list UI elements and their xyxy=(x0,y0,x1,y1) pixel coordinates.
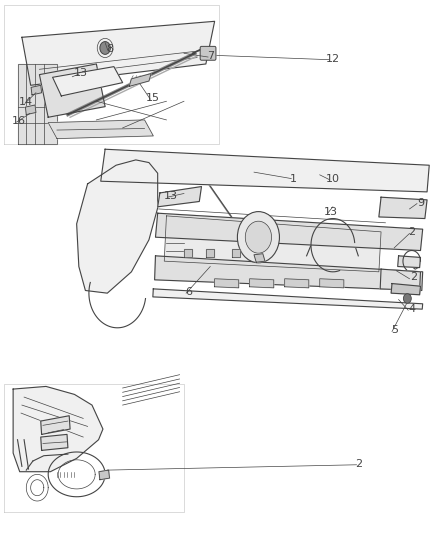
Polygon shape xyxy=(391,284,420,295)
Polygon shape xyxy=(77,160,158,293)
Polygon shape xyxy=(155,256,423,290)
Polygon shape xyxy=(232,249,240,257)
Circle shape xyxy=(245,221,272,253)
Text: 5: 5 xyxy=(391,326,398,335)
Text: 9: 9 xyxy=(417,198,424,207)
Polygon shape xyxy=(153,289,423,309)
Polygon shape xyxy=(380,269,420,290)
Polygon shape xyxy=(22,21,215,85)
Polygon shape xyxy=(320,279,344,288)
Text: 4: 4 xyxy=(408,304,415,314)
Polygon shape xyxy=(41,434,68,450)
Text: 13: 13 xyxy=(164,191,178,200)
Text: 10: 10 xyxy=(326,174,340,183)
Text: 15: 15 xyxy=(145,93,159,103)
Polygon shape xyxy=(184,249,192,257)
Polygon shape xyxy=(101,149,429,192)
Polygon shape xyxy=(285,279,309,288)
Polygon shape xyxy=(215,279,239,288)
Text: 13: 13 xyxy=(74,68,88,78)
Polygon shape xyxy=(18,64,57,144)
Text: 7: 7 xyxy=(207,51,214,61)
Text: 2: 2 xyxy=(408,227,415,237)
Polygon shape xyxy=(158,187,201,207)
Text: 13: 13 xyxy=(324,207,338,216)
Polygon shape xyxy=(39,64,105,117)
Text: 2: 2 xyxy=(410,272,417,282)
Circle shape xyxy=(403,294,411,303)
Polygon shape xyxy=(206,249,214,257)
Polygon shape xyxy=(31,85,42,95)
Text: 1: 1 xyxy=(290,174,297,183)
Text: 8: 8 xyxy=(106,44,113,54)
Polygon shape xyxy=(155,213,423,251)
Polygon shape xyxy=(164,216,381,272)
Circle shape xyxy=(237,212,279,263)
Text: 16: 16 xyxy=(11,116,25,126)
Circle shape xyxy=(100,42,110,54)
FancyBboxPatch shape xyxy=(200,46,216,60)
Polygon shape xyxy=(48,120,153,139)
Polygon shape xyxy=(129,74,151,86)
Polygon shape xyxy=(250,279,274,288)
Polygon shape xyxy=(379,197,427,219)
Polygon shape xyxy=(254,254,265,262)
Polygon shape xyxy=(99,470,110,480)
Polygon shape xyxy=(398,256,420,268)
Polygon shape xyxy=(13,386,103,472)
Polygon shape xyxy=(4,384,184,512)
Text: 12: 12 xyxy=(326,54,340,63)
Polygon shape xyxy=(53,67,123,96)
Text: 6: 6 xyxy=(185,287,192,296)
Text: 2: 2 xyxy=(356,459,363,469)
Polygon shape xyxy=(41,416,70,434)
Polygon shape xyxy=(4,5,219,144)
Polygon shape xyxy=(25,105,36,115)
Text: 14: 14 xyxy=(19,98,33,107)
